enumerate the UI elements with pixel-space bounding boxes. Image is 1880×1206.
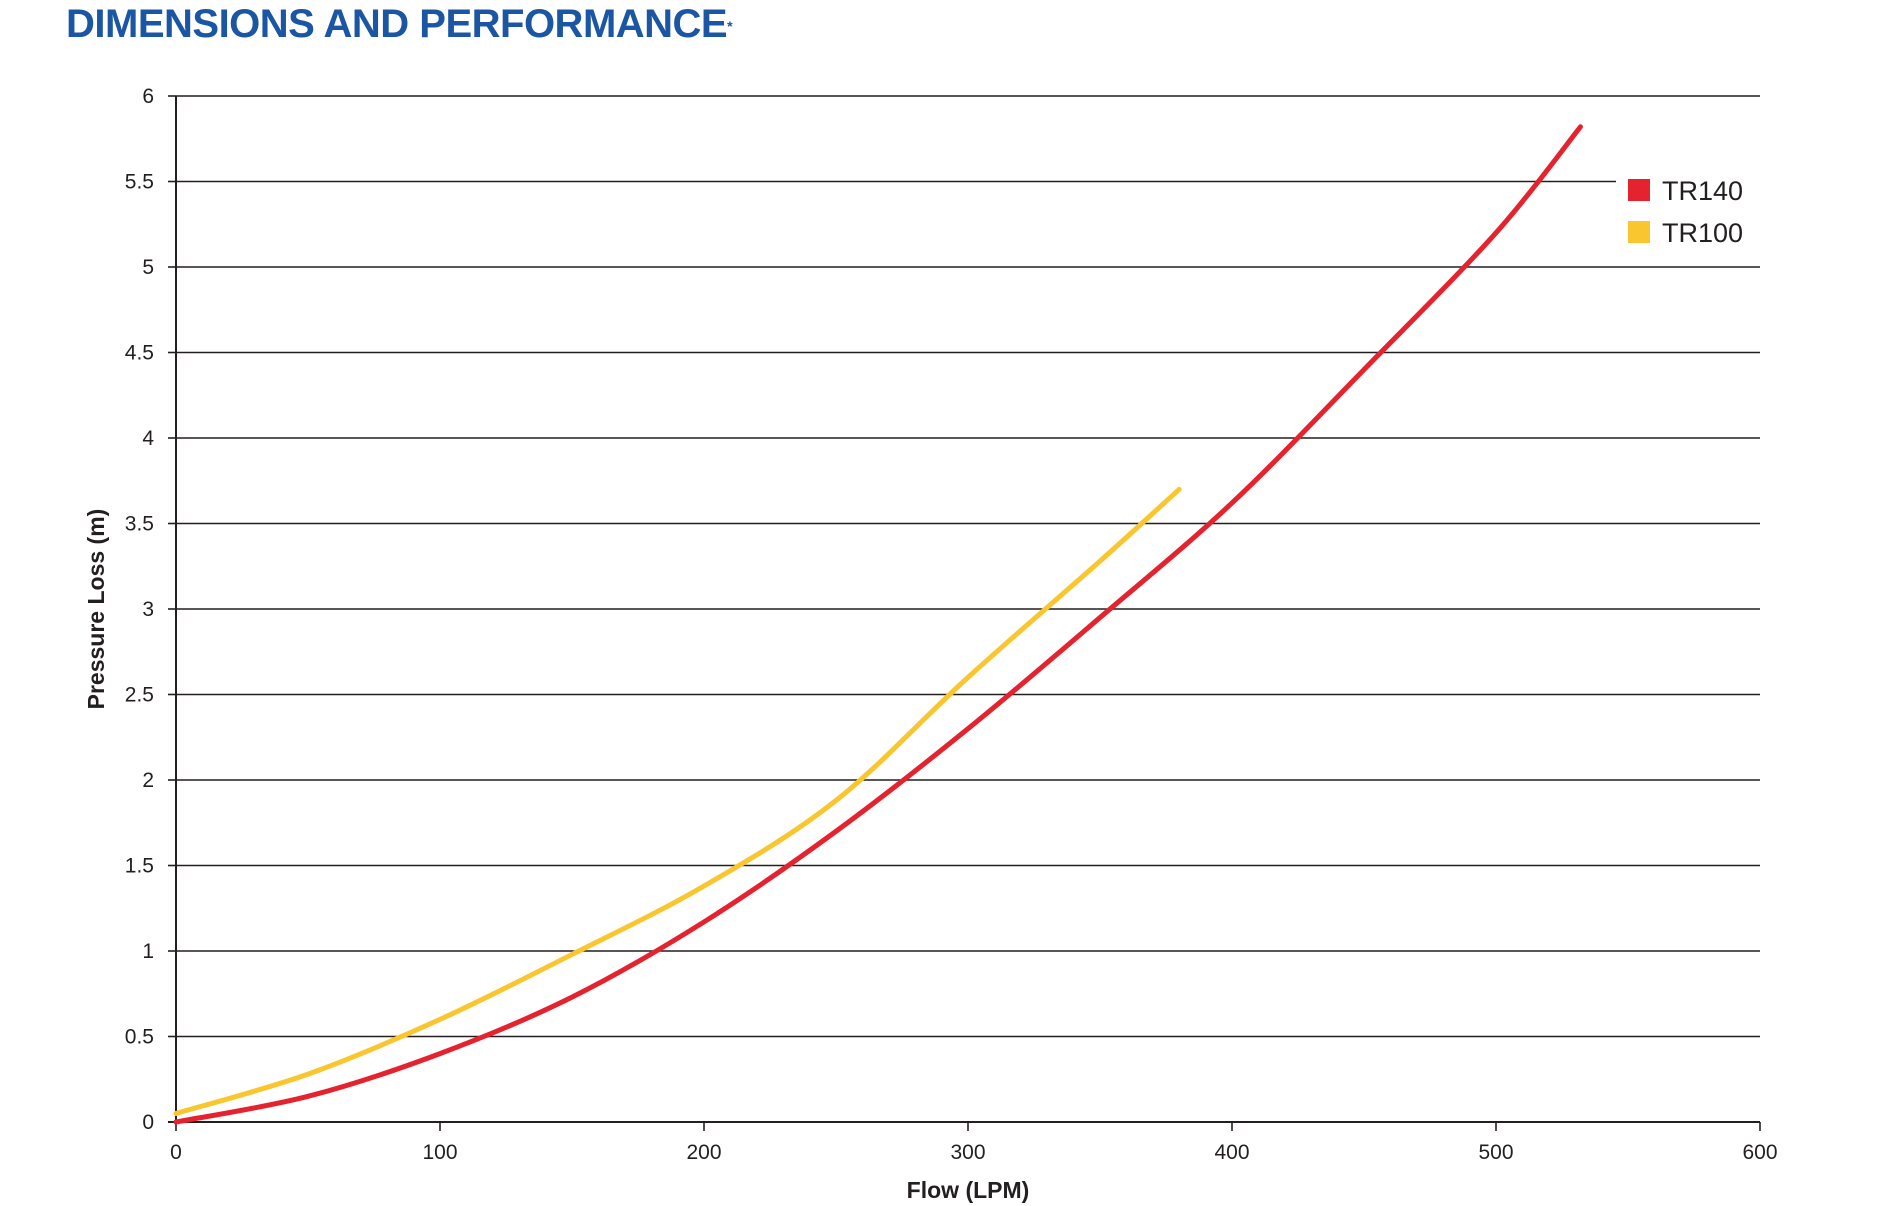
x-tick-label: 200	[686, 1141, 721, 1164]
x-axis-title: Flow (LPM)	[907, 1177, 1030, 1203]
y-tick-label: 2	[142, 769, 154, 792]
y-tick-label: 3.5	[125, 513, 154, 536]
y-tick-label: 4.5	[125, 342, 154, 365]
y-tick-label: 6	[142, 85, 154, 108]
y-tick-label: 5.5	[125, 171, 154, 194]
x-tick-label: 600	[1742, 1141, 1777, 1164]
legend-label-tr100: TR100	[1662, 218, 1743, 248]
page-title: DIMENSIONS AND PERFORMANCE*	[66, 0, 733, 48]
legend-label-tr140: TR140	[1662, 176, 1743, 206]
legend-swatch-tr100	[1628, 221, 1650, 243]
y-tick-label: 2.5	[125, 684, 154, 707]
x-tick-label: 500	[1478, 1141, 1513, 1164]
x-tick-label: 400	[1214, 1141, 1249, 1164]
series-line-tr140	[173, 124, 1583, 1125]
x-tick-label: 300	[950, 1141, 985, 1164]
x-tick-label: 0	[170, 1141, 182, 1164]
x-tick-label: 100	[422, 1141, 457, 1164]
chart-axes	[168, 95, 1761, 1131]
legend-swatch-tr140	[1628, 179, 1650, 201]
page-title-text: DIMENSIONS AND PERFORMANCE	[66, 2, 728, 46]
y-tick-label: 1.5	[125, 855, 154, 878]
chart-tick-labels: 0 0.5 1 1.5 2 2.5 3 3.5 4 4.5 5 5.5 6 0 100 200 300 400 50…	[125, 85, 1778, 1164]
y-tick-label: 0.5	[125, 1026, 154, 1049]
chart-legend: TR140 TR100	[1616, 162, 1766, 264]
y-tick-label: 3	[142, 598, 154, 621]
y-axis-title: Pressure Loss (m)	[83, 509, 109, 710]
y-tick-label: 5	[142, 256, 154, 279]
series-line-tr100	[173, 486, 1182, 1116]
page-title-footnote-mark: *	[727, 18, 733, 34]
y-tick-label: 1	[142, 940, 154, 963]
chart-series	[173, 124, 1583, 1125]
y-tick-label: 4	[142, 427, 154, 450]
chart-gridlines	[176, 95, 1760, 1038]
y-tick-label: 0	[142, 1111, 154, 1134]
